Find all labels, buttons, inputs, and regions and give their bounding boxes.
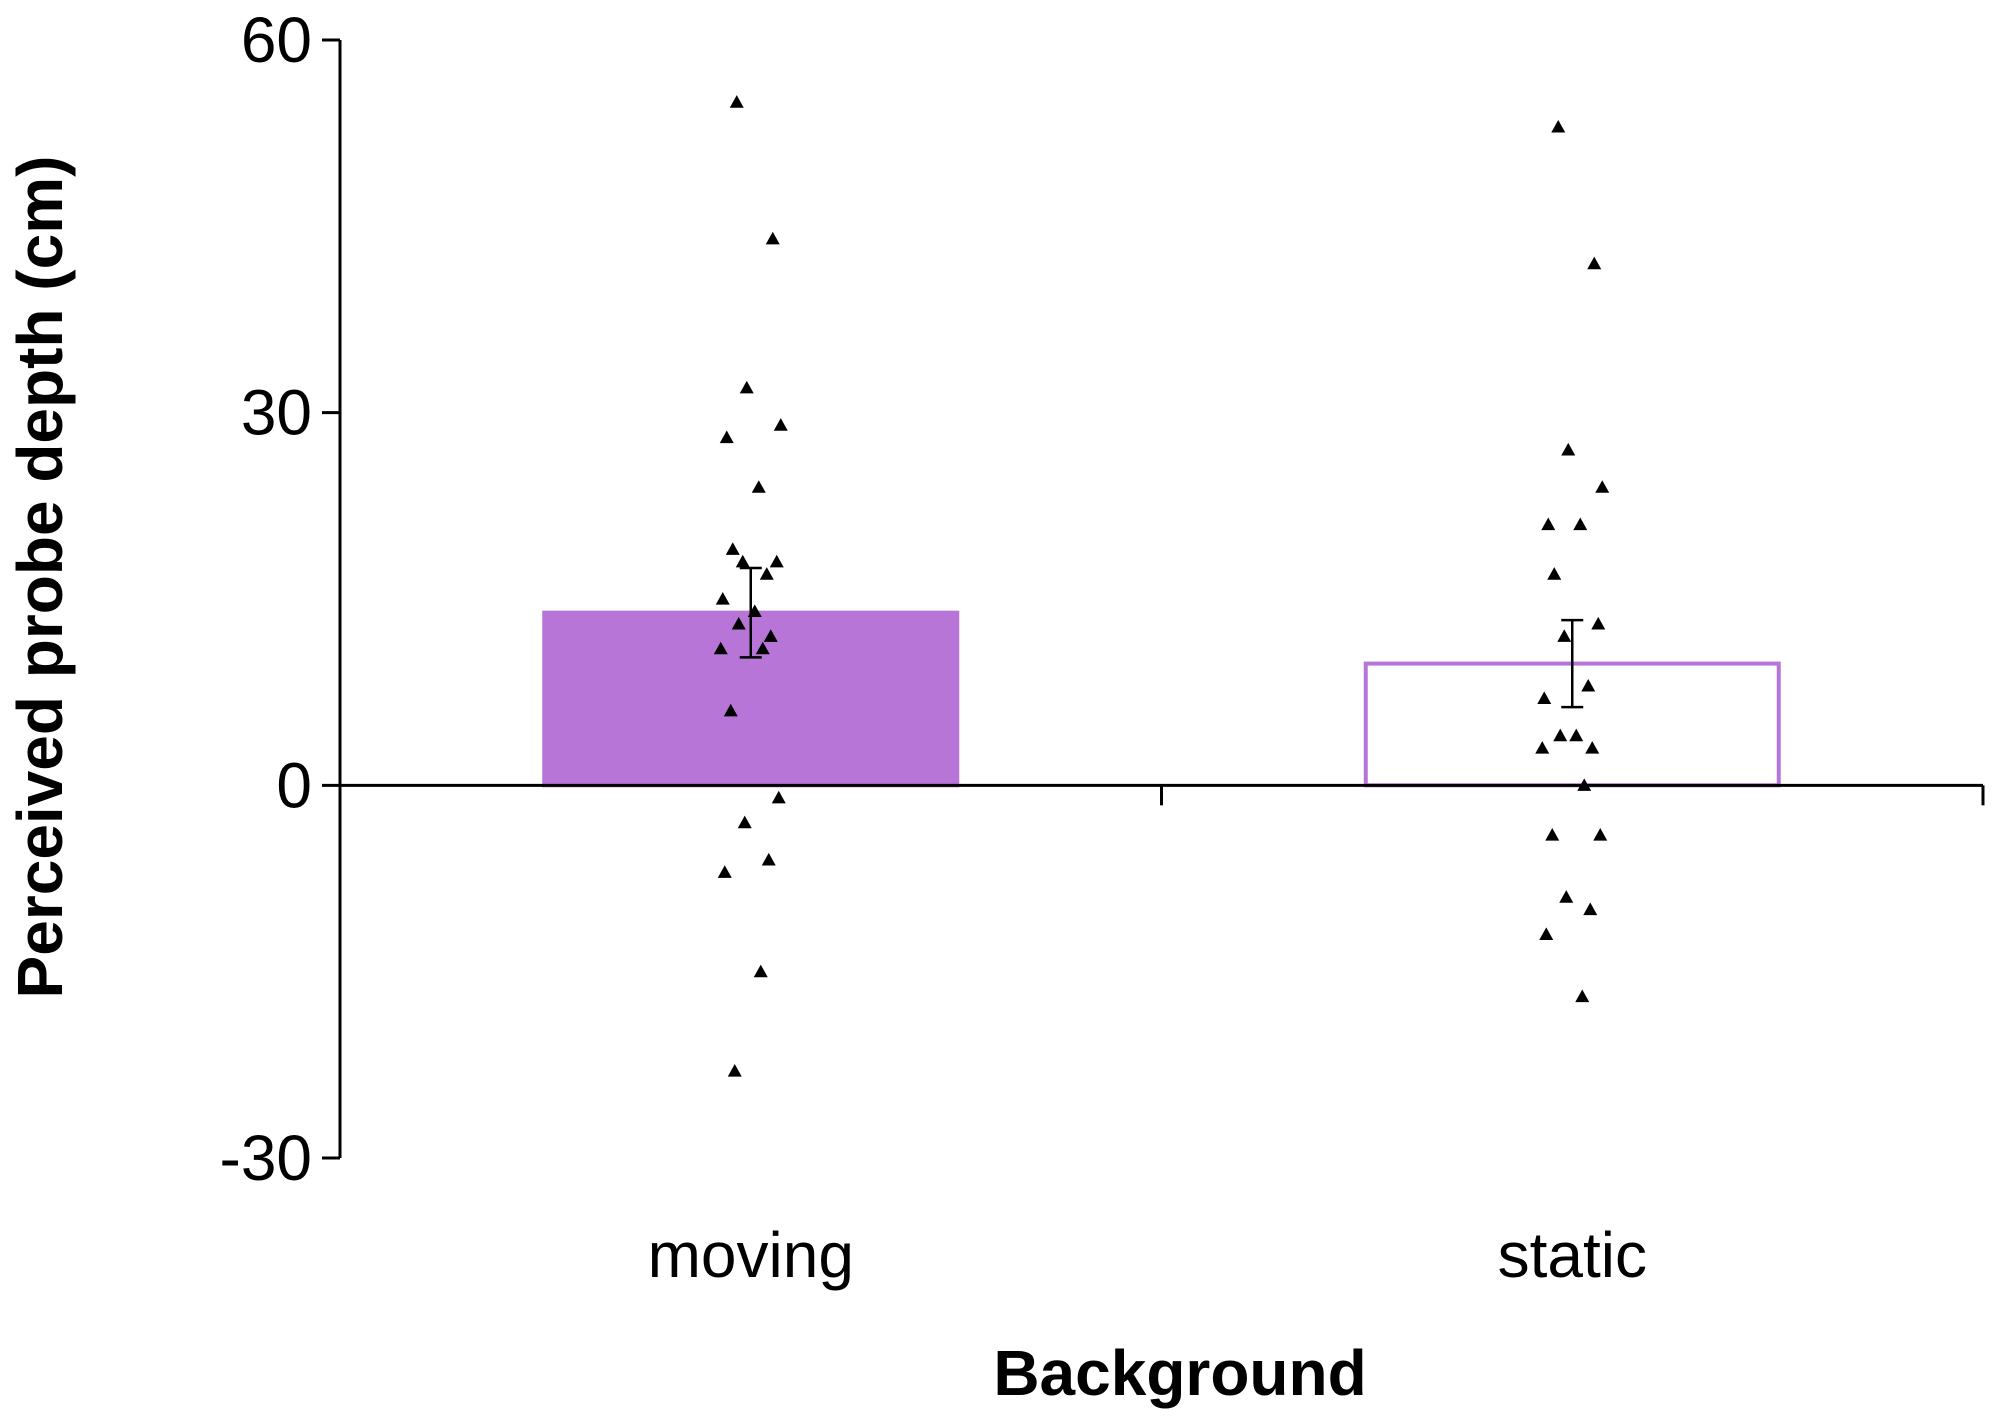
- data-point-moving: [725, 542, 740, 555]
- data-point-static: [1595, 480, 1610, 493]
- data-point-static: [1539, 927, 1554, 940]
- data-point-moving: [731, 616, 746, 630]
- data-points-layer: [713, 95, 1610, 1077]
- data-point-moving: [765, 231, 780, 245]
- data-point-static: [1593, 828, 1608, 841]
- data-point-moving: [761, 852, 776, 866]
- data-point-static: [1559, 890, 1574, 903]
- error-bars-layer: [739, 566, 1584, 709]
- y-axis-title: Perceived probe depth (cm): [4, 156, 76, 999]
- tick-labels-layer: -30 0 30 60 moving static: [220, 4, 1647, 1291]
- x-tick-label-moving: moving: [648, 1219, 854, 1291]
- data-point-static: [1541, 517, 1556, 531]
- data-point-moving: [715, 592, 730, 605]
- data-point-moving: [773, 418, 788, 431]
- data-point-static: [1585, 741, 1600, 754]
- x-tick-label-static: static: [1498, 1219, 1647, 1291]
- data-point-moving: [713, 641, 728, 655]
- data-point-moving: [723, 703, 738, 717]
- data-point-moving: [729, 95, 744, 108]
- data-point-static: [1581, 678, 1596, 692]
- data-point-moving: [719, 430, 734, 444]
- data-point-static: [1583, 902, 1598, 916]
- data-point-static: [1575, 989, 1590, 1003]
- data-point-static: [1569, 728, 1584, 742]
- data-point-moving: [717, 865, 732, 878]
- data-point-moving: [769, 554, 784, 568]
- y-tick-label: 0: [276, 749, 312, 821]
- data-point-moving: [755, 641, 770, 655]
- data-point-moving: [727, 1064, 742, 1077]
- data-point-static: [1553, 728, 1568, 742]
- data-point-static: [1537, 691, 1552, 704]
- data-point-static: [1561, 442, 1576, 456]
- data-point-static: [1591, 616, 1606, 630]
- y-tick-label: 30: [241, 377, 312, 449]
- data-point-moving: [763, 629, 778, 642]
- data-point-moving: [753, 964, 768, 978]
- data-point-moving: [771, 790, 786, 804]
- data-point-static: [1545, 828, 1560, 841]
- y-tick-label: -30: [220, 1122, 313, 1194]
- data-point-moving: [737, 815, 752, 829]
- data-point-moving: [759, 567, 774, 580]
- data-point-static: [1573, 517, 1588, 531]
- data-point-static: [1547, 567, 1562, 580]
- axes-layer: [322, 38, 1985, 1160]
- x-axis-title: Background: [993, 1337, 1366, 1409]
- data-point-static: [1587, 256, 1602, 270]
- data-point-static: [1551, 119, 1566, 133]
- data-point-moving: [735, 554, 750, 568]
- data-point-moving: [751, 480, 766, 493]
- y-tick-label: 60: [241, 4, 312, 76]
- data-point-moving: [739, 380, 754, 394]
- bars-layer: [542, 610, 1781, 788]
- data-point-static: [1557, 629, 1572, 642]
- data-point-static: [1535, 741, 1550, 754]
